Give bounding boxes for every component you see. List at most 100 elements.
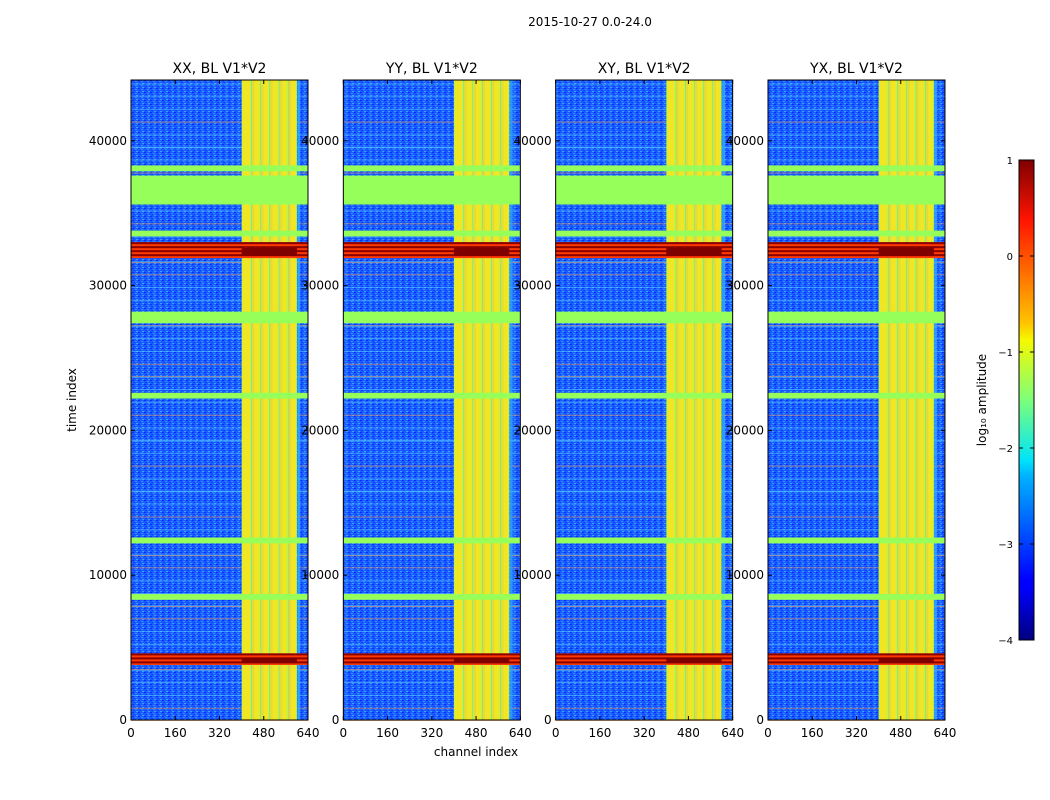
flagged-band [343, 230, 521, 237]
time-stripe [555, 503, 733, 505]
x-tick-label: 160 [588, 726, 611, 740]
high-amp-stripe [131, 657, 308, 660]
time-stripe [767, 261, 945, 263]
time-stripe [343, 134, 521, 136]
high-amp-stripe [343, 250, 521, 253]
time-stripe [555, 108, 733, 110]
time-stripe [343, 376, 521, 378]
y-tick-label: 30000 [513, 279, 551, 293]
panels-container: XX, BL V1*V2 0 160 320 480 640 0 10000 20000 3000… [89, 61, 957, 740]
time-stripe [555, 325, 733, 327]
time-stripe [131, 669, 308, 671]
time-stripe [555, 363, 733, 365]
time-stripe [767, 83, 945, 85]
high-amp-stripe [555, 657, 733, 660]
time-stripe [555, 567, 733, 569]
colorbar-tick-label: 0 [1007, 252, 1013, 263]
time-stripe [767, 503, 945, 505]
rfi-channel [906, 80, 915, 720]
x-tick-label: 320 [845, 726, 868, 740]
time-stripe [767, 529, 945, 531]
flagged-band [131, 175, 308, 205]
time-stripe [343, 172, 521, 174]
flagged-band [555, 230, 733, 237]
colorbar-tick-label: −2 [998, 444, 1013, 455]
time-stripe [555, 300, 733, 302]
time-stripe [131, 580, 308, 582]
time-stripe [131, 376, 308, 378]
time-stripe [343, 478, 521, 480]
time-stripe [555, 682, 733, 684]
high-amp-stripe [555, 242, 733, 245]
time-stripe [131, 401, 308, 403]
y-tick-label: 0 [119, 713, 127, 727]
x-tick-label: 320 [420, 726, 443, 740]
time-stripe [343, 631, 521, 633]
time-stripe [343, 108, 521, 110]
y-tick-label: 20000 [301, 423, 339, 437]
high-amp-stripe [131, 250, 308, 253]
high-amp-core [666, 247, 722, 256]
time-stripe [555, 236, 733, 238]
time-stripe [555, 490, 733, 492]
time-stripe [131, 261, 308, 263]
rfi-channel [454, 80, 463, 720]
rfi-gap [297, 80, 301, 720]
colorbar-tick-label: 1 [1007, 156, 1013, 167]
time-stripe [767, 300, 945, 302]
colorbar: 1 0 −1 −2 −3 −4 log₁₀ amplitude [975, 156, 1035, 647]
time-stripe [555, 147, 733, 149]
time-stripe [343, 210, 521, 212]
panel-3: YX, BL V1*V2 0 160 320 480 640 0 10000 20000 3000… [726, 61, 957, 740]
time-stripe [131, 491, 308, 493]
time-stripe [555, 159, 733, 161]
time-stripe [555, 261, 733, 263]
rfi-channel [712, 80, 721, 720]
time-stripe [343, 529, 521, 531]
time-stripe [555, 146, 733, 148]
flagged-band [131, 537, 308, 544]
time-stripe [767, 350, 945, 352]
time-stripe [343, 223, 521, 225]
high-amp-stripe [767, 657, 945, 660]
flagged-band [767, 311, 945, 324]
time-stripe [131, 669, 308, 671]
x-tick-label: 0 [764, 726, 772, 740]
time-stripe [131, 439, 308, 441]
y-tick-label: 10000 [513, 568, 551, 582]
x-tick-label: 480 [252, 726, 275, 740]
colorbar-tick-label: −1 [998, 348, 1013, 359]
time-stripe [767, 236, 945, 238]
high-amp-stripe [767, 653, 945, 656]
rfi-channel [491, 80, 500, 720]
flagged-band [343, 392, 521, 399]
time-stripe [767, 707, 945, 709]
time-stripe [343, 669, 521, 671]
rfi-channel [676, 80, 685, 720]
colorbar-gradient [1018, 159, 1035, 641]
time-stripe [343, 325, 521, 327]
flagged-band [555, 165, 733, 172]
flagged-band [767, 175, 945, 205]
time-stripe [343, 300, 521, 302]
high-amp-stripe [767, 242, 945, 245]
time-stripe [767, 465, 945, 467]
rfi-channel [888, 80, 897, 720]
time-stripe [131, 567, 308, 569]
y-tick-label: 0 [756, 713, 764, 727]
time-stripe [343, 325, 521, 327]
time-stripe [555, 95, 733, 97]
time-stripe [555, 669, 733, 671]
colorbar-ticks: 1 0 −1 −2 −3 −4 [998, 156, 1034, 647]
time-stripe [555, 605, 733, 607]
time-stripe [555, 631, 733, 633]
flagged-band [767, 594, 945, 600]
flagged-band [343, 311, 521, 324]
rfi-channel [242, 80, 251, 720]
y-tick-label: 40000 [89, 134, 127, 148]
time-stripe [343, 682, 521, 684]
time-stripe [555, 338, 733, 340]
time-stripe [555, 427, 733, 429]
high-amp-stripe [343, 657, 521, 660]
rfi-channel [685, 80, 694, 720]
